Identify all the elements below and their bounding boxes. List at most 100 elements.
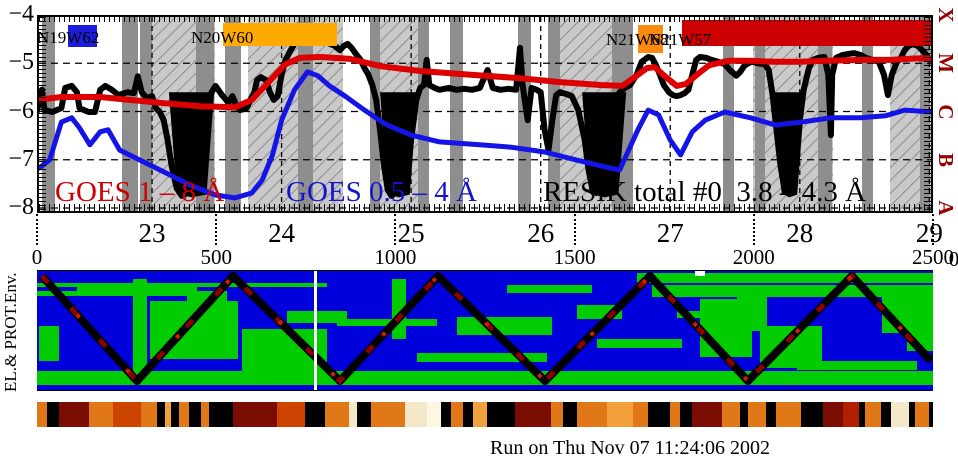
observation-band-solid xyxy=(298,17,313,211)
sample-tick-label: 2500 xyxy=(912,245,954,269)
env-green-patch xyxy=(597,339,682,348)
intensity-strip-segment xyxy=(189,402,201,427)
env-green-patch xyxy=(637,273,933,283)
active-region-flag-box xyxy=(68,25,97,47)
intensity-strip-segment xyxy=(305,402,325,427)
sample-tick-label: 2000 xyxy=(732,245,775,269)
active-region-flag-box xyxy=(638,25,663,53)
observation-band-solid xyxy=(418,17,429,211)
sample-dotted-tick xyxy=(36,214,38,245)
intensity-strip-segment xyxy=(165,402,171,427)
intensity-strip-segment xyxy=(929,402,933,427)
intensity-strip-segment xyxy=(776,402,801,427)
intensity-strip-segment xyxy=(881,402,891,427)
run-timestamp: Run on Thu Nov 07 11:24:06 2002 xyxy=(489,437,771,459)
sample-dotted-tick xyxy=(752,214,755,245)
panel-divider-line xyxy=(314,271,317,390)
sample-tick-label: 1000 xyxy=(374,245,417,269)
active-region-flag-label: N19W62 xyxy=(37,28,100,47)
intensity-strip-segment xyxy=(405,402,427,427)
env-green-patch xyxy=(797,361,917,370)
intensity-strip-segment xyxy=(463,402,473,427)
intensity-strip-segment xyxy=(427,402,441,427)
active-region-flag-label: N20W60 xyxy=(191,28,254,47)
observation-band-solid xyxy=(450,17,463,211)
day-tick-label: 23 xyxy=(138,218,166,248)
y-axis-label: −7 xyxy=(8,145,34,172)
xray-flux-chart-panel xyxy=(37,15,933,213)
particle-environment-panel xyxy=(37,270,933,391)
telemetry-zigzag-red-dashes xyxy=(40,272,933,385)
series-caption: RESIK total #0 3.8 – 4.3 Å xyxy=(543,176,867,208)
goes-class-letter: C xyxy=(934,103,958,120)
env-green-patch xyxy=(737,291,767,331)
flux-curve xyxy=(37,35,933,199)
intensity-strip-segment xyxy=(141,402,157,427)
sample-tick-label: 1500 xyxy=(553,245,596,269)
env-green-patch xyxy=(507,285,592,293)
chart-border xyxy=(37,15,933,213)
day-tick-label: 27 xyxy=(656,218,684,248)
observation-band-solid xyxy=(225,17,241,211)
env-green-patch xyxy=(37,371,933,385)
env-green-patch xyxy=(37,291,207,296)
env-green-patch xyxy=(337,319,437,326)
y-axis-label: −6 xyxy=(8,97,34,124)
intensity-strip-segment xyxy=(157,402,165,427)
series-caption: GOES 1 – 8 Å xyxy=(55,176,225,208)
intensity-strip-segment xyxy=(37,402,47,427)
intensity-strip-segment xyxy=(748,402,766,427)
intensity-strip-segment xyxy=(740,402,748,427)
intensity-strip-segment xyxy=(277,402,305,427)
intensity-strip-segment xyxy=(47,402,59,427)
goes-class-letter: B xyxy=(934,152,958,167)
intensity-strip-segment xyxy=(909,402,915,427)
intensity-strip-segment xyxy=(113,402,141,427)
intensity-strip-segment xyxy=(515,402,551,427)
sample-dotted-tick xyxy=(573,214,576,245)
env-green-patch xyxy=(39,326,59,361)
intensity-strip-segment xyxy=(179,402,189,427)
intensity-strip-segment xyxy=(891,402,909,427)
intensity-strip-segment xyxy=(607,402,633,427)
sample-dotted-tick xyxy=(932,214,934,245)
day-tick-label: 26 xyxy=(527,218,555,248)
goes-class-letter: A xyxy=(934,200,958,216)
intensity-strip-segment xyxy=(648,402,670,427)
intensity-strip-segment xyxy=(722,402,740,427)
intensity-strip-segment xyxy=(551,402,563,427)
sample-dotted-tick xyxy=(394,214,397,245)
activity-intensity-strip xyxy=(37,402,933,427)
active-region-flag-label: N21W68 xyxy=(606,30,669,49)
intensity-strip-segment xyxy=(171,402,179,427)
env-panel-side-label: EL.& PROT.Env. xyxy=(1,272,20,392)
env-green-patch xyxy=(417,353,547,362)
intensity-strip-segment xyxy=(859,402,865,427)
intensity-strip-segment xyxy=(680,402,692,427)
intensity-strip-segment xyxy=(209,402,233,427)
intensity-strip-segment xyxy=(451,402,463,427)
y-axis-label: −5 xyxy=(8,49,34,76)
panel-caret-mark xyxy=(695,271,705,276)
intensity-strip-segment xyxy=(843,402,859,427)
intensity-strip-segment xyxy=(692,402,722,427)
intensity-strip-segment xyxy=(577,402,607,427)
intensity-strip-segment xyxy=(865,402,881,427)
goes-class-letter: M xyxy=(934,53,958,74)
intensity-strip-segment xyxy=(563,402,577,427)
intensity-strip-segment xyxy=(349,402,357,427)
intensity-strip-segment xyxy=(633,402,648,427)
sample-tick-label: 500 xyxy=(200,245,232,269)
y-axis-label: −8 xyxy=(8,194,34,220)
intensity-strip-segment xyxy=(201,402,209,427)
intensity-strip-segment xyxy=(766,402,776,427)
env-green-patch xyxy=(287,311,347,323)
day-tick-label: 25 xyxy=(397,218,425,248)
intensity-strip-segment xyxy=(89,402,113,427)
xray-flux-chart-svg xyxy=(37,15,933,213)
observation-band-solid xyxy=(862,17,873,211)
observation-band-solid xyxy=(755,17,765,211)
observation-band-solid xyxy=(122,17,138,211)
particle-environment-svg xyxy=(39,272,933,385)
